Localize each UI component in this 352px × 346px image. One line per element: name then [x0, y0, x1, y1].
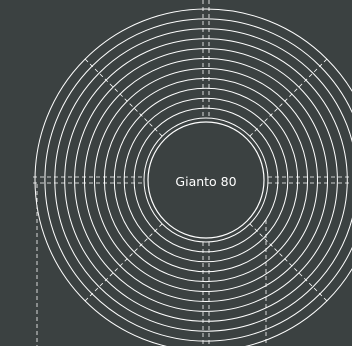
grate-rings [34, 8, 352, 346]
diagonal-spoke [249, 58, 328, 137]
ring [34, 8, 352, 346]
ring [54, 28, 352, 332]
ring [84, 58, 328, 302]
diagonal-spoke [249, 223, 328, 302]
ring [94, 68, 318, 292]
ring [123, 97, 289, 263]
ring [44, 18, 352, 342]
ring [103, 77, 309, 283]
diagonal-spoke [84, 58, 163, 137]
dimension-guides [36, 184, 267, 346]
model-label: Gianto 80 [175, 174, 237, 189]
ring [133, 107, 279, 253]
grate-spokes [33, 0, 352, 346]
inner-rim [147, 121, 265, 239]
diagonal-spoke [84, 223, 163, 302]
ring [143, 117, 269, 243]
ring [113, 87, 299, 273]
ring [64, 38, 348, 322]
ring [74, 48, 338, 312]
